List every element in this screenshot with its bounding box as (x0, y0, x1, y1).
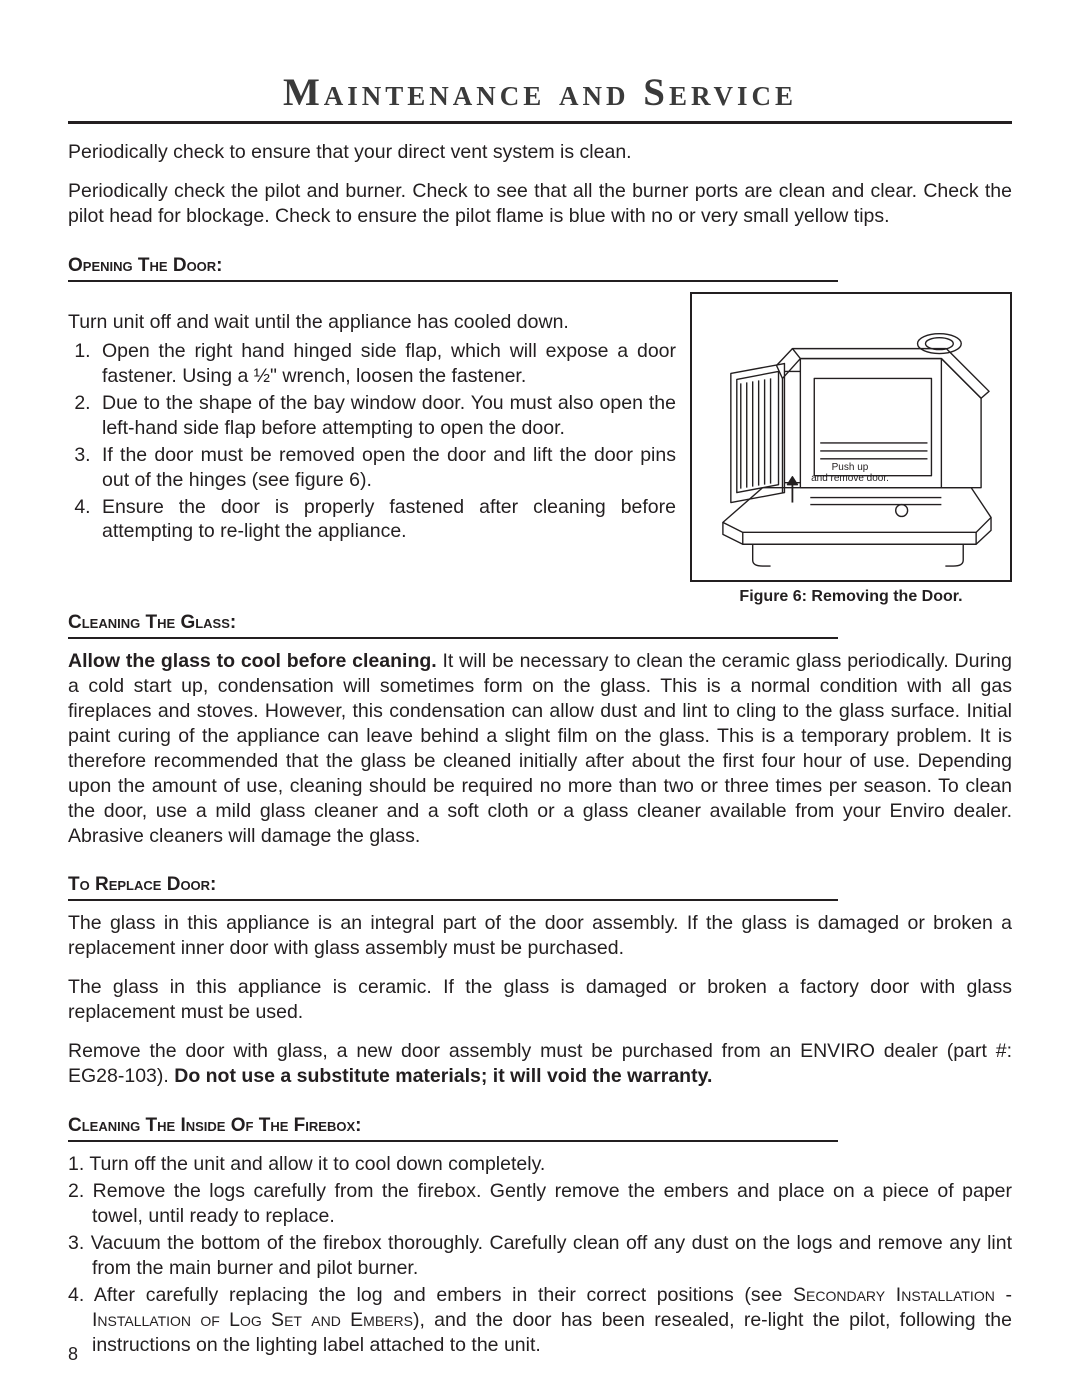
list-item: 4. After carefully replacing the log and… (68, 1283, 1012, 1358)
stove-illustration-icon (692, 294, 1012, 580)
opening-door-list: Open the right hand hinged side flap, wh… (68, 339, 676, 545)
replace-door-p1: The glass in this appliance is an integr… (68, 911, 1012, 961)
list-item: Ensure the door is properly fastened aft… (96, 495, 676, 545)
cleaning-glass-paragraph: Allow the glass to cool before cleaning.… (68, 649, 1012, 849)
cleaning-firebox-list: 1. Turn off the unit and allow it to coo… (68, 1152, 1012, 1358)
door-text-column: Turn unit off and wait until the applian… (68, 292, 676, 547)
section-heading-cleaning-glass: Cleaning The Glass: (68, 612, 838, 639)
section-heading-replace-door: To Replace Door: (68, 874, 838, 901)
list-item: 2. Remove the logs carefully from the fi… (68, 1179, 1012, 1229)
list-item: 1. Turn off the unit and allow it to coo… (68, 1152, 1012, 1177)
list-item: If the door must be removed open the doo… (96, 443, 676, 493)
section-heading-cleaning-firebox: Cleaning The Inside Of The Firebox: (68, 1115, 838, 1142)
opening-door-lead: Turn unit off and wait until the applian… (68, 310, 676, 335)
replace-door-p3: Remove the door with glass, a new door a… (68, 1039, 1012, 1089)
intro-paragraph-2: Periodically check the pilot and burner.… (68, 179, 1012, 229)
cleaning-glass-body: It will be necessary to clean the cerami… (68, 650, 1012, 847)
figure-column: Push up and remove door. Figure 6: Remov… (690, 292, 1012, 606)
page-number: 8 (68, 1344, 78, 1365)
manual-page: Maintenance and Service Periodically che… (0, 0, 1080, 1397)
figure-6-caption: Figure 6: Removing the Door. (690, 588, 1012, 606)
page-title: Maintenance and Service (68, 70, 1012, 124)
door-section-row: Turn unit off and wait until the applian… (68, 292, 1012, 606)
section-heading-opening-door: Opening The Door: (68, 255, 838, 282)
figure-callout: Push up and remove door. (800, 462, 900, 484)
list-item: Due to the shape of the bay window door.… (96, 391, 676, 441)
figure-6-box: Push up and remove door. (690, 292, 1012, 582)
intro-paragraph-1: Periodically check to ensure that your d… (68, 140, 1012, 165)
list-item: Open the right hand hinged side flap, wh… (96, 339, 676, 389)
replace-door-p2: The glass in this appliance is ceramic. … (68, 975, 1012, 1025)
cleaning-glass-bold-lead: Allow the glass to cool before cleaning. (68, 650, 437, 672)
list-item: 3. Vacuum the bottom of the firebox thor… (68, 1231, 1012, 1281)
